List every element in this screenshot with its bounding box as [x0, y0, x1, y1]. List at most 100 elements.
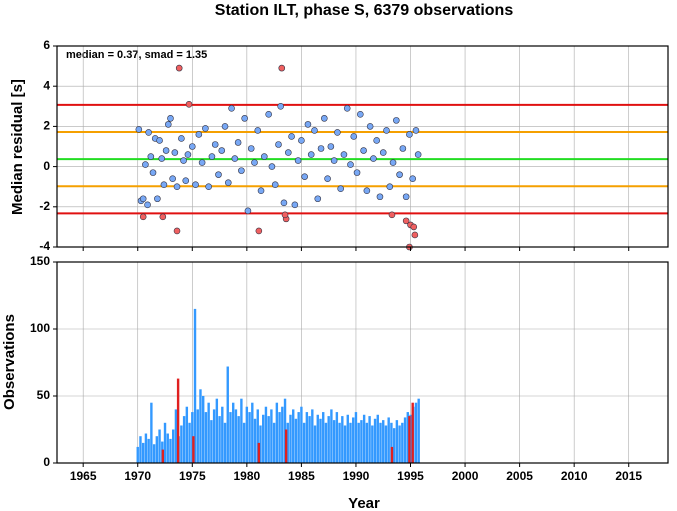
x-tick-label: 2005	[506, 469, 533, 483]
bar	[223, 422, 227, 463]
data-point	[268, 163, 276, 170]
data-point	[160, 181, 168, 188]
bar	[390, 422, 393, 463]
y-tick-label: 6	[43, 38, 50, 52]
x-tick-label: 1995	[397, 469, 424, 483]
bar	[398, 425, 401, 463]
data-point	[393, 117, 400, 124]
data-point	[396, 171, 403, 178]
data-point	[357, 111, 364, 118]
bar	[248, 412, 251, 463]
bar	[284, 429, 288, 463]
data-point	[298, 137, 305, 144]
y-axis-label: Observations	[1, 314, 18, 410]
data-point	[185, 100, 193, 108]
data-point	[288, 133, 295, 140]
bar	[147, 438, 150, 463]
bar	[199, 389, 202, 463]
data-point	[254, 127, 262, 134]
bar	[245, 406, 249, 463]
bar	[192, 436, 195, 463]
data-point	[347, 161, 354, 168]
bar	[139, 436, 142, 463]
bar	[161, 449, 165, 463]
bar	[281, 406, 284, 463]
x-tick-label: 1980	[233, 469, 260, 483]
bar	[144, 433, 148, 463]
bar	[360, 420, 363, 463]
data-point	[139, 195, 147, 203]
data-point	[311, 127, 318, 134]
bar	[346, 414, 349, 463]
bar	[188, 422, 191, 463]
data-point	[278, 64, 286, 72]
bar	[332, 420, 336, 463]
data-point	[255, 227, 263, 235]
bar	[218, 416, 221, 463]
data-point	[271, 181, 279, 188]
bar	[379, 422, 382, 463]
bar	[259, 425, 262, 463]
bar	[275, 402, 279, 463]
data-point	[156, 137, 163, 144]
bar	[270, 409, 273, 463]
data-point	[383, 127, 390, 134]
data-point	[154, 195, 161, 203]
bar	[286, 422, 289, 463]
bar	[406, 412, 409, 463]
data-point	[388, 211, 396, 219]
bar	[390, 446, 394, 463]
data-point	[202, 125, 209, 132]
data-point	[321, 115, 328, 122]
data-point	[410, 223, 418, 231]
bar	[327, 416, 330, 463]
data-point	[135, 126, 143, 133]
bar	[373, 418, 377, 463]
data-point	[139, 213, 147, 221]
bar	[362, 414, 366, 463]
bar	[352, 417, 355, 463]
data-point	[159, 213, 167, 221]
data-point	[184, 151, 192, 158]
data-point	[317, 145, 325, 152]
bar	[267, 416, 270, 463]
bar	[237, 416, 240, 463]
bar	[176, 378, 180, 463]
y-tick-label: 50	[37, 388, 51, 402]
bar	[141, 442, 145, 463]
data-point	[330, 157, 338, 164]
bar	[417, 398, 420, 463]
data-point	[180, 157, 187, 164]
data-point	[144, 201, 151, 209]
data-point	[192, 181, 199, 188]
bar	[229, 412, 232, 463]
bar	[300, 406, 303, 463]
data-point	[363, 187, 371, 195]
x-axis-label: Year	[348, 495, 380, 511]
data-point	[211, 141, 219, 148]
bar	[343, 425, 347, 463]
y-tick-label: 0	[43, 159, 50, 173]
data-point	[265, 111, 272, 118]
bar	[322, 412, 325, 463]
data-point	[389, 159, 397, 166]
bar	[253, 418, 257, 463]
data-point	[337, 185, 344, 193]
data-point	[411, 231, 419, 239]
bar	[357, 422, 360, 463]
bar	[136, 446, 139, 463]
data-point	[178, 135, 185, 142]
data-point	[158, 155, 166, 162]
bar	[212, 409, 216, 463]
bar	[382, 420, 385, 463]
bar	[335, 412, 339, 463]
data-point	[164, 121, 172, 128]
data-point	[149, 169, 157, 176]
bar	[242, 422, 246, 463]
bar	[166, 433, 169, 463]
data-point	[386, 183, 394, 190]
y-tick-label: 150	[30, 254, 50, 268]
data-point	[409, 175, 416, 182]
data-point	[399, 145, 407, 152]
bar	[232, 402, 235, 463]
